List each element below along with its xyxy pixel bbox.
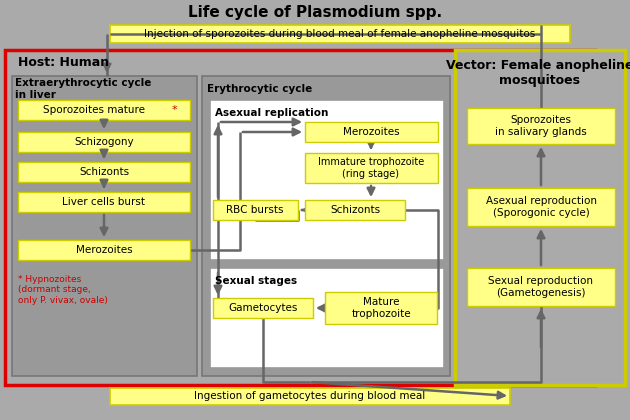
Text: Gametocytes: Gametocytes bbox=[228, 303, 298, 313]
Bar bbox=[5, 50, 595, 385]
Bar bbox=[18, 192, 190, 212]
Text: Erythrocytic cycle: Erythrocytic cycle bbox=[207, 84, 312, 94]
Text: Schizogony: Schizogony bbox=[74, 137, 134, 147]
Text: Injection of sporozoites during blood meal of female anopheline mosquitos: Injection of sporozoites during blood me… bbox=[144, 29, 536, 39]
Text: Sporozoites mature: Sporozoites mature bbox=[43, 105, 145, 115]
Bar bbox=[455, 50, 625, 385]
Bar bbox=[18, 240, 190, 260]
Bar bbox=[18, 162, 190, 182]
Text: Schizonts: Schizonts bbox=[79, 167, 129, 177]
Text: Sexual stages: Sexual stages bbox=[215, 276, 297, 286]
Text: Ingestion of gametocytes during blood meal: Ingestion of gametocytes during blood me… bbox=[195, 391, 426, 401]
Text: Life cycle of Plasmodium spp.: Life cycle of Plasmodium spp. bbox=[188, 5, 442, 19]
Bar bbox=[210, 268, 444, 368]
Text: Mature
trophozoite: Mature trophozoite bbox=[351, 297, 411, 319]
Bar bbox=[12, 76, 197, 376]
Text: Immature trophozoite
(ring stage): Immature trophozoite (ring stage) bbox=[318, 157, 424, 179]
Bar bbox=[210, 100, 444, 260]
Bar bbox=[110, 388, 510, 405]
Text: Liver cells burst: Liver cells burst bbox=[62, 197, 146, 207]
Text: * Hypnozoites
(dormant stage,
only P. vivax, ovale): * Hypnozoites (dormant stage, only P. vi… bbox=[18, 275, 108, 305]
Bar bbox=[305, 153, 438, 183]
Text: Host: Human: Host: Human bbox=[18, 57, 109, 69]
Text: Schizonts: Schizonts bbox=[330, 205, 380, 215]
Bar bbox=[467, 188, 615, 226]
Bar bbox=[467, 268, 615, 306]
Text: Sexual reproduction
(Gametogenesis): Sexual reproduction (Gametogenesis) bbox=[488, 276, 593, 298]
Text: RBC bursts: RBC bursts bbox=[226, 205, 284, 215]
Text: Merozoites: Merozoites bbox=[343, 127, 399, 137]
Text: Merozoites: Merozoites bbox=[76, 245, 132, 255]
Bar bbox=[213, 200, 298, 220]
Text: Sporozoites
in salivary glands: Sporozoites in salivary glands bbox=[495, 115, 587, 137]
Bar bbox=[202, 76, 450, 376]
Bar bbox=[18, 132, 190, 152]
Bar bbox=[467, 108, 615, 144]
Text: Asexual replication: Asexual replication bbox=[215, 108, 328, 118]
Bar bbox=[213, 298, 313, 318]
Bar bbox=[18, 100, 190, 120]
Text: Asexual reproduction
(Sporogonic cycle): Asexual reproduction (Sporogonic cycle) bbox=[486, 196, 597, 218]
Text: *: * bbox=[171, 105, 177, 115]
Bar bbox=[325, 292, 437, 324]
Text: Extraerythrocytic cycle
in liver: Extraerythrocytic cycle in liver bbox=[15, 78, 151, 100]
Text: Vector: Female anopheline
mosquitoes: Vector: Female anopheline mosquitoes bbox=[446, 59, 630, 87]
Bar bbox=[305, 200, 405, 220]
Bar bbox=[110, 25, 570, 43]
Bar bbox=[305, 122, 438, 142]
